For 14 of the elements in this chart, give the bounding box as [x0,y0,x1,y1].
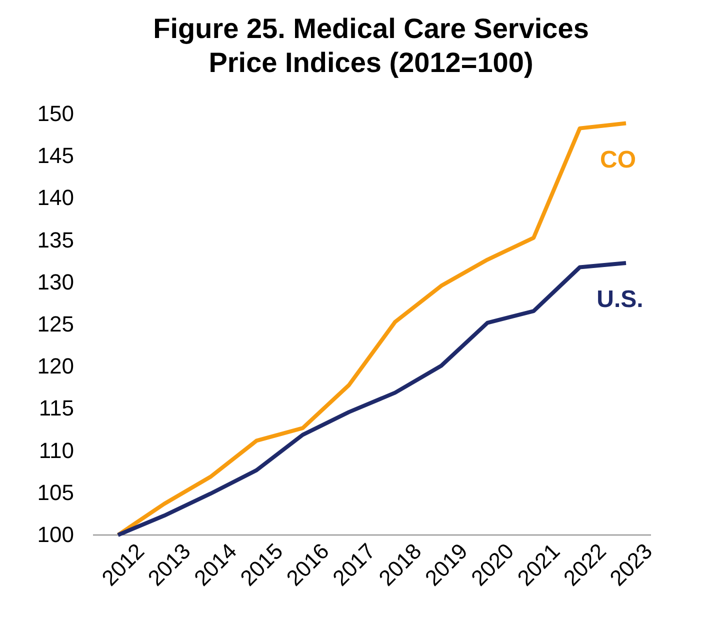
y-tick-label: 115 [38,396,74,421]
y-tick-label: 130 [37,269,74,294]
y-tick-label: 120 [37,354,74,379]
y-tick-label: 145 [37,143,74,168]
y-tick-label: 110 [38,438,74,463]
series-label: CO [600,146,636,174]
y-tick-label: 105 [37,480,74,505]
y-tick-label: 125 [37,312,74,337]
y-tick-label: 100 [37,522,74,548]
series-label: U.S. [596,286,644,314]
y-tick-label: 150 [37,101,74,126]
y-tick-label: 135 [37,227,74,252]
y-tick-label: 140 [37,185,74,210]
chart-title: Figure 25. Medical Care Services Price Indices (2012=100) [153,13,589,78]
